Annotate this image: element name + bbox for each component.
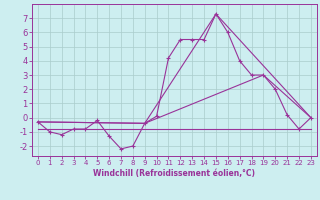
X-axis label: Windchill (Refroidissement éolien,°C): Windchill (Refroidissement éolien,°C)	[93, 169, 255, 178]
